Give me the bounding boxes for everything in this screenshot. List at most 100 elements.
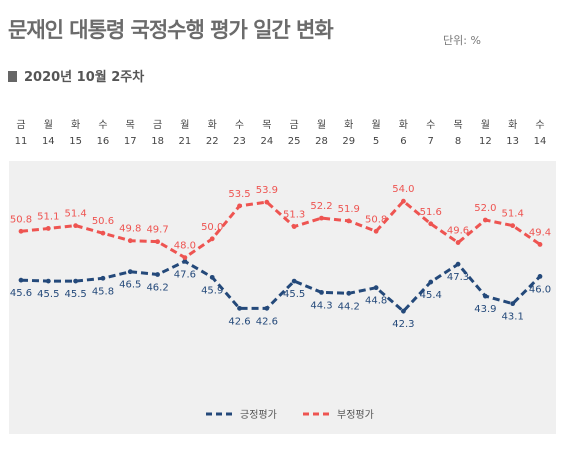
x-day-label: 금 xyxy=(152,120,163,131)
data-point xyxy=(482,217,488,223)
data-point xyxy=(455,240,461,245)
data-point xyxy=(100,275,106,281)
x-date-label: 14 xyxy=(533,136,547,147)
x-date-label: 14 xyxy=(41,136,55,147)
data-point xyxy=(428,221,434,227)
data-label: 43.1 xyxy=(502,312,524,323)
x-date-label: 6 xyxy=(400,136,407,147)
legend-label-approve: 긍정평가 xyxy=(240,410,277,421)
x-day-label: 수 xyxy=(234,120,245,131)
data-point xyxy=(127,269,133,275)
data-label: 51.4 xyxy=(502,209,524,220)
data-point xyxy=(264,305,270,311)
data-label: 50.8 xyxy=(10,214,32,225)
data-label: 42.3 xyxy=(392,319,414,330)
data-point xyxy=(537,242,543,247)
data-point xyxy=(18,228,24,234)
data-point xyxy=(73,278,79,284)
data-label: 50.0 xyxy=(201,222,223,233)
x-day-label: 화 xyxy=(344,120,354,131)
x-day-label: 화 xyxy=(71,120,81,131)
series-line-disapprove xyxy=(20,199,541,260)
data-label: 49.8 xyxy=(119,224,141,235)
data-point xyxy=(73,223,79,229)
x-day-label: 화 xyxy=(398,120,408,131)
data-label: 50.8 xyxy=(365,214,387,225)
x-day-label: 수 xyxy=(426,120,436,131)
data-label: 46.5 xyxy=(119,280,141,291)
x-date-label: 28 xyxy=(315,136,328,147)
plot-area xyxy=(9,161,556,434)
data-label: 53.9 xyxy=(256,185,278,196)
data-point xyxy=(155,272,160,277)
data-point xyxy=(237,305,242,311)
data-point xyxy=(291,224,297,229)
data-label: 44.2 xyxy=(338,301,360,312)
x-day-label: 금 xyxy=(289,120,299,131)
data-label: 42.6 xyxy=(256,316,278,327)
square-bullet-icon xyxy=(8,71,17,82)
data-label: 47.3 xyxy=(447,272,469,283)
page-title: 문재인 대통령 국정수행 평가 일간 변화 xyxy=(8,18,334,42)
data-point xyxy=(373,228,379,234)
data-point xyxy=(100,230,106,236)
legend-item-approve: 긍정평가 xyxy=(205,406,277,421)
x-axis-labels: 금 11 월 14 화 15 수 16 목 17 금 18 월 21 화 22 수 23 목 24 금 25 월 28 화 29 월… xyxy=(0,112,568,152)
data-point xyxy=(155,239,160,245)
data-point xyxy=(237,203,242,209)
data-point xyxy=(319,289,324,295)
data-point xyxy=(510,301,516,307)
data-label: 43.9 xyxy=(474,304,496,315)
x-day-label: 월 xyxy=(316,120,327,131)
data-point xyxy=(373,285,379,291)
data-point xyxy=(401,308,406,314)
x-date-label: 21 xyxy=(178,136,192,147)
x-day-label: 화 xyxy=(508,120,518,131)
x-date-label: 11 xyxy=(14,136,28,147)
legend-swatch-disapprove xyxy=(303,412,331,415)
legend-label-disapprove: 부정평가 xyxy=(337,410,374,421)
data-label: 45.9 xyxy=(201,285,223,296)
x-day-label: 목 xyxy=(262,120,272,131)
data-label: 46.0 xyxy=(529,284,551,295)
data-point xyxy=(264,199,270,205)
x-day-label: 화 xyxy=(207,120,217,131)
legend: 긍정평가 부정평가 xyxy=(205,406,396,421)
subtitle: 2020년 10월 2주차 xyxy=(8,66,144,85)
x-date-label: 23 xyxy=(233,136,246,147)
x-date-label: 16 xyxy=(96,136,110,147)
x-date-label: 22 xyxy=(205,136,219,147)
data-point xyxy=(291,278,297,284)
data-point xyxy=(209,274,215,280)
x-date-label: 29 xyxy=(342,136,356,147)
data-label: 51.6 xyxy=(420,207,442,218)
data-point xyxy=(45,278,51,284)
data-point xyxy=(209,236,215,242)
legend-item-disapprove: 부정평가 xyxy=(302,406,374,421)
x-date-label: 18 xyxy=(151,136,164,147)
x-date-label: 5 xyxy=(372,136,380,147)
data-point xyxy=(182,258,188,264)
data-label: 49.4 xyxy=(529,227,551,238)
data-label: 45.5 xyxy=(37,289,59,300)
data-label: 42.6 xyxy=(228,316,250,327)
data-label: 53.5 xyxy=(228,189,250,200)
data-label: 47.6 xyxy=(174,269,196,280)
data-point xyxy=(401,198,406,204)
data-label: 49.7 xyxy=(146,225,168,236)
data-point xyxy=(428,279,434,285)
data-point xyxy=(346,290,352,296)
data-label: 52.0 xyxy=(474,203,496,214)
x-day-label: 목 xyxy=(125,120,135,131)
data-label: 45.6 xyxy=(10,288,32,299)
x-day-label: 수 xyxy=(98,120,108,131)
x-day-label: 월 xyxy=(180,120,190,131)
data-point xyxy=(127,238,133,244)
data-label: 46.2 xyxy=(146,283,168,294)
x-date-label: 8 xyxy=(454,136,462,147)
data-label: 51.9 xyxy=(338,204,360,215)
unit-label: 단위: % xyxy=(443,34,481,47)
data-point xyxy=(182,255,188,260)
x-date-label: 13 xyxy=(506,136,520,147)
x-day-label: 수 xyxy=(535,120,545,131)
